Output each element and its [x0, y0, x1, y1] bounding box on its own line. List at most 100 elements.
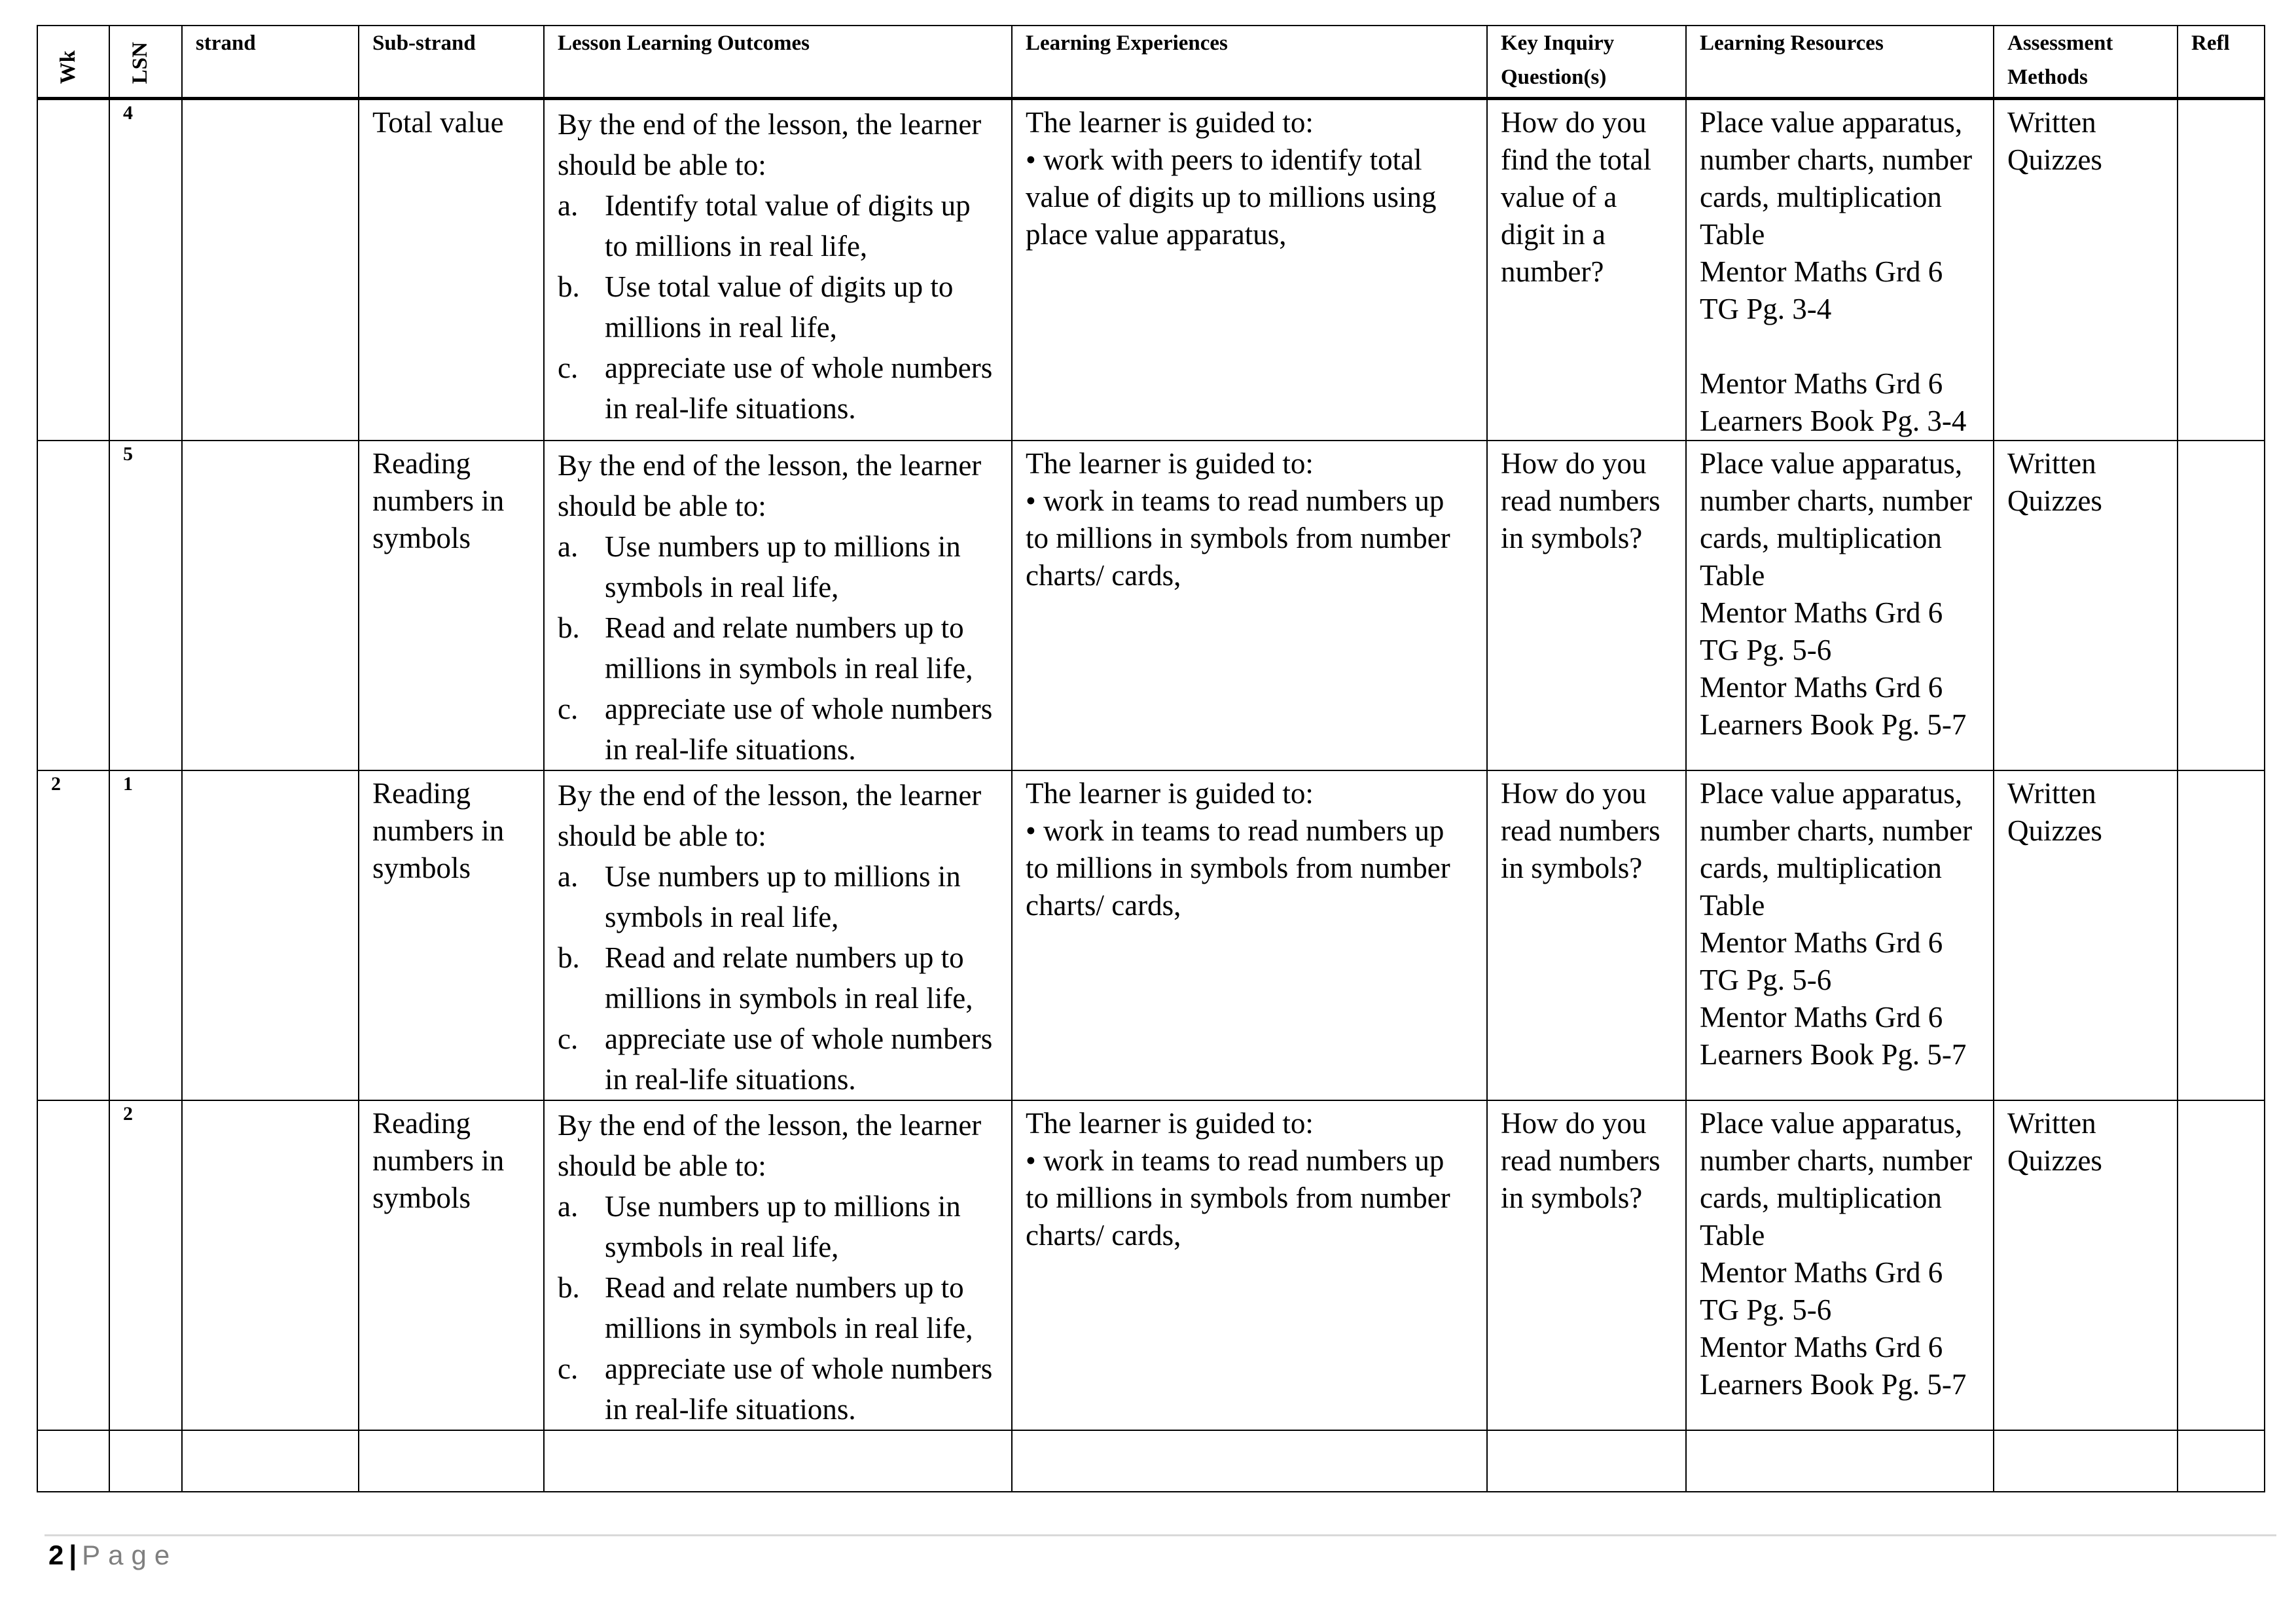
header-outcomes: Lesson Learning Outcomes — [543, 25, 1013, 99]
outcomes-cell: By the end of the lesson, the learner sh… — [543, 1100, 1013, 1431]
lesson-row: 2 Reading numbers in symbols By the end of… — [37, 1100, 2265, 1431]
outcome-text: Use numbers up to millions in symbols in… — [605, 860, 961, 933]
assessment-cell: Written Quizzes — [1993, 98, 2178, 441]
outcome-text: appreciate use of whole numbers in real-… — [605, 693, 993, 766]
outcomes-intro: By the end of the lesson, the learner sh… — [558, 449, 982, 522]
lesson-number-cell: 5 — [109, 440, 183, 771]
outcome-text: Use total value of digits up to millions… — [605, 270, 954, 344]
outcomes-list: a. Use numbers up to millions in symbols … — [558, 856, 998, 1100]
lesson-row: 5 Reading numbers in symbols By the end of… — [37, 440, 2265, 771]
week-cell — [37, 440, 110, 771]
resource-line: Mentor Maths Grd 6 TG Pg. 5-6 — [1700, 1256, 1943, 1326]
header-refl: Refl — [2177, 25, 2265, 99]
inquiry-question-cell: How do you find the total value of a dig… — [1486, 98, 1687, 441]
outcome-item: c. appreciate use of whole numbers in rea… — [558, 689, 998, 770]
outcomes-list: a. Use numbers up to millions in symbols … — [558, 1186, 998, 1430]
header-inquiry: Key Inquiry Question(s) — [1486, 25, 1687, 99]
experiences-cell: The learner is guided to: • work in teams… — [1011, 770, 1488, 1101]
reflection-cell — [2177, 1100, 2265, 1431]
page-label: Page — [82, 1540, 178, 1570]
page-number: 2 — [48, 1540, 64, 1570]
experiences-cell: The learner is guided to: • work in teams… — [1011, 440, 1488, 771]
outcome-text: Read and relate numbers up to millions i… — [605, 1271, 973, 1344]
outcome-item: a. Use numbers up to millions in symbols … — [558, 856, 998, 937]
lesson-row: 4 Total value By the end of the lesson, th… — [37, 98, 2265, 441]
outcome-marker: c. — [558, 1352, 579, 1385]
reflection-cell — [2177, 98, 2265, 441]
experiences-text: • work in teams to read numbers up to mi… — [1026, 1144, 1450, 1252]
resources-cell: Place value apparatus, number charts, nu… — [1685, 1100, 1994, 1431]
outcome-text: Use numbers up to millions in symbols in… — [605, 530, 961, 604]
resource-line: Mentor Maths Grd 6 TG Pg. 5-6 — [1700, 926, 1943, 996]
outcome-marker: c. — [558, 693, 579, 725]
assessment-cell: Written Quizzes — [1993, 1100, 2178, 1431]
experiences-text: • work with peers to identify total valu… — [1026, 143, 1437, 251]
outcome-item: a. Use numbers up to millions in symbols … — [558, 1186, 998, 1267]
header-experiences: Learning Experiences — [1011, 25, 1488, 99]
outcome-marker: a. — [558, 860, 579, 893]
resources-cell: Place value apparatus, number charts, nu… — [1685, 440, 1994, 771]
outcomes-list: a. Identify total value of digits up to m… — [558, 185, 998, 429]
substrand-cell: Reading numbers in symbols — [358, 770, 545, 1101]
outcomes-intro: By the end of the lesson, the learner sh… — [558, 1109, 982, 1182]
substrand-cell: Total value — [358, 98, 545, 441]
inquiry-question-cell: How do you read numbers in symbols? — [1486, 770, 1687, 1101]
outcome-marker: b. — [558, 1271, 580, 1304]
empty-row — [37, 1430, 2265, 1492]
resource-line: Mentor Maths Grd 6 Learners Book Pg. 5-7 — [1700, 671, 1967, 741]
week-cell — [37, 98, 110, 441]
resources-cell: Place value apparatus, number charts, nu… — [1685, 98, 1994, 441]
inquiry-question-cell: How do you read numbers in symbols? — [1486, 1100, 1687, 1431]
outcome-marker: b. — [558, 270, 580, 303]
strand-cell — [181, 98, 359, 441]
outcome-item: c. appreciate use of whole numbers in rea… — [558, 1019, 998, 1100]
header-resources: Learning Resources — [1685, 25, 1994, 99]
outcome-marker: c. — [558, 352, 579, 384]
substrand-cell: Reading numbers in symbols — [358, 440, 545, 771]
experiences-intro: The learner is guided to: — [1026, 447, 1314, 480]
lesson-plan-table: Wk LSN strand Sub-strand Lesson Learning… — [37, 25, 2265, 1492]
outcome-marker: a. — [558, 530, 579, 563]
experiences-intro: The learner is guided to: — [1026, 777, 1314, 810]
substrand-cell: Reading numbers in symbols — [358, 1100, 545, 1431]
resource-line: Mentor Maths Grd 6 Learners Book Pg. 3-4 — [1700, 367, 1967, 437]
experiences-text: • work in teams to read numbers up to mi… — [1026, 484, 1450, 592]
assessment-cell: Written Quizzes — [1993, 440, 2178, 771]
footer-divider — [45, 1534, 2276, 1536]
experiences-intro: The learner is guided to: — [1026, 1107, 1314, 1140]
outcome-marker: a. — [558, 1190, 579, 1223]
resource-line: Mentor Maths Grd 6 Learners Book Pg. 5-7 — [1700, 1001, 1967, 1071]
header-substrand: Sub-strand — [358, 25, 545, 99]
resource-line: Mentor Maths Grd 6 Learners Book Pg. 5-7 — [1700, 1331, 1967, 1401]
resource-line: Place value apparatus, number charts, nu… — [1700, 777, 1973, 922]
resource-line: Mentor Maths Grd 6 TG Pg. 5-6 — [1700, 596, 1943, 666]
outcome-text: appreciate use of whole numbers in real-… — [605, 1022, 993, 1096]
outcome-item: a. Use numbers up to millions in symbols … — [558, 526, 998, 607]
outcome-item: b. Read and relate numbers up to millions… — [558, 1267, 998, 1348]
lesson-number-cell: 1 — [109, 770, 183, 1101]
outcome-text: Identify total value of digits up to mil… — [605, 189, 971, 262]
outcome-marker: a. — [558, 189, 579, 222]
resource-spacer — [1700, 328, 1980, 365]
inquiry-question-cell: How do you read numbers in symbols? — [1486, 440, 1687, 771]
resource-line: Place value apparatus, number charts, nu… — [1700, 1107, 1973, 1252]
outcome-text: Read and relate numbers up to millions i… — [605, 941, 973, 1015]
header-assessment: Assessment Methods — [1993, 25, 2178, 99]
outcomes-cell: By the end of the lesson, the learner sh… — [543, 98, 1013, 441]
outcome-item: b. Use total value of digits up to millio… — [558, 266, 998, 348]
header-lsn: LSN — [109, 25, 183, 99]
outcome-item: c. appreciate use of whole numbers in rea… — [558, 1348, 998, 1430]
outcome-item: c. appreciate use of whole numbers in rea… — [558, 348, 998, 429]
outcome-marker: b. — [558, 611, 580, 644]
experiences-cell: The learner is guided to: • work in teams… — [1011, 1100, 1488, 1431]
week-cell — [37, 1100, 110, 1431]
outcome-text: Read and relate numbers up to millions i… — [605, 611, 973, 685]
page-footer: 2 | Page — [48, 1540, 177, 1571]
outcome-text: appreciate use of whole numbers in real-… — [605, 1352, 993, 1426]
resource-line: Place value apparatus, number charts, nu… — [1700, 447, 1973, 592]
lesson-number-cell: 4 — [109, 98, 183, 441]
lesson-number-cell: 2 — [109, 1100, 183, 1431]
strand-cell — [181, 770, 359, 1101]
header-row: Wk LSN strand Sub-strand Lesson Learning… — [37, 25, 2265, 99]
outcome-marker: b. — [558, 941, 580, 974]
